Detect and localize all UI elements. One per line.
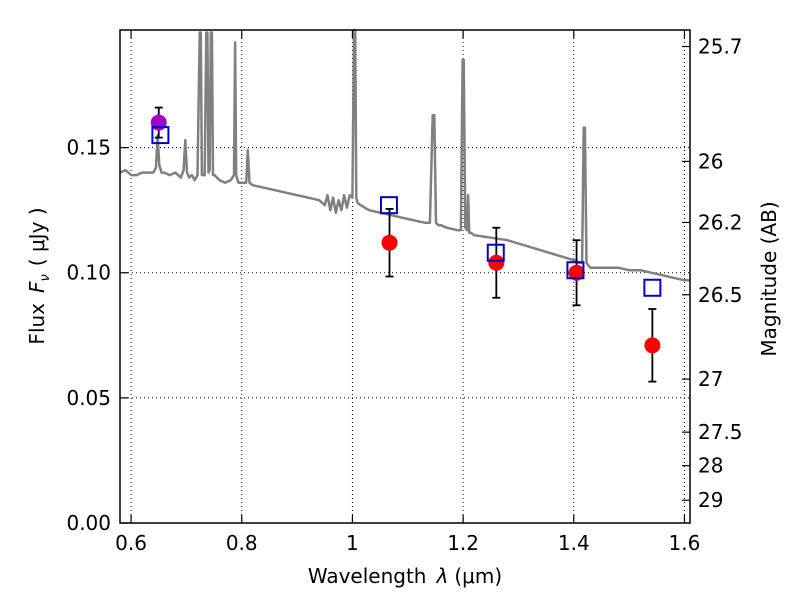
x-axis-title-symbol: λ <box>436 564 449 588</box>
grid <box>120 30 690 523</box>
x-tick-label: 0.8 <box>226 531 258 555</box>
model-spectrum-layer <box>119 28 690 282</box>
ticks: 0.6 0.8 1 1.2 1.4 1.6 0.00 0.05 0.10 0.15 25.7 26 26… <box>66 30 743 555</box>
plot-frame <box>119 29 691 524</box>
y2-tick-label: 27 <box>698 367 723 391</box>
data-point-circle <box>644 337 661 354</box>
y-tick-label: 0.15 <box>66 136 111 160</box>
model-spectrum-line <box>119 28 690 282</box>
x-tick-label: 1.2 <box>447 531 479 555</box>
data-point-square <box>486 243 505 262</box>
data-point-circle <box>568 264 585 281</box>
y2-tick-label: 26.5 <box>698 283 743 307</box>
x-tick-label: 1.4 <box>558 531 590 555</box>
y2-axis-title: Magnitude (AB) <box>757 201 781 356</box>
y-axis-title: Flux Fν ( μJy ) <box>25 207 53 344</box>
y2-tick-label: 29 <box>698 488 723 512</box>
y2-tick-label: 27.5 <box>698 420 743 444</box>
x-axis-title-text: Wavelength <box>308 564 427 588</box>
y-tick-label: 0.10 <box>66 261 111 285</box>
y-tick-label: 0.00 <box>66 511 111 535</box>
data-points-layer <box>150 114 662 354</box>
x-tick-label: 1.6 <box>669 531 701 555</box>
data-point-square <box>379 196 398 215</box>
y-axis-title-text: Flux <box>25 303 49 345</box>
y-axis-title-subscript: ν <box>38 274 53 281</box>
y2-tick-label: 26 <box>698 149 723 173</box>
data-point-square <box>151 126 170 145</box>
y2-tick-label: 25.7 <box>698 35 743 59</box>
x-tick-label: 1 <box>346 531 359 555</box>
y2-tick-label: 26.2 <box>698 210 743 234</box>
data-point-circle <box>488 254 505 271</box>
x-axis-title-unit: (μm) <box>454 564 502 588</box>
data-point-square <box>566 261 585 280</box>
x-axis-title: Wavelength λ (μm) <box>308 564 502 588</box>
y-axis-title-symbol: F <box>25 281 49 293</box>
plot-area <box>120 30 690 523</box>
data-point-circle <box>381 234 398 251</box>
y2-tick-label: 28 <box>698 454 723 478</box>
x-tick-label: 0.6 <box>115 531 147 555</box>
y-axis-title-unit: ( μJy ) <box>25 207 49 266</box>
data-point-square <box>643 278 662 297</box>
y-tick-label: 0.05 <box>66 386 111 410</box>
